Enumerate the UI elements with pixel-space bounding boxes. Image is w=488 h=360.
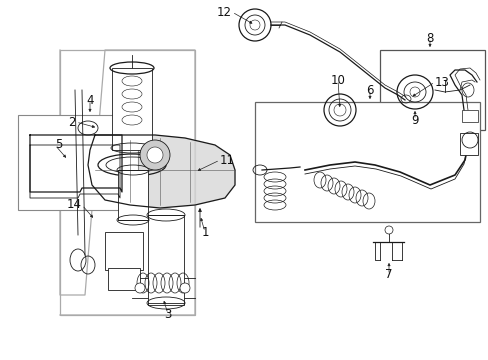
Bar	[254, 102, 479, 222]
Text: 8: 8	[426, 31, 433, 45]
Circle shape	[180, 283, 190, 293]
Bar	[105, 232, 142, 270]
Text: 13: 13	[434, 76, 449, 89]
Bar	[459, 133, 477, 155]
Polygon shape	[88, 135, 235, 208]
Text: 9: 9	[410, 113, 418, 126]
Bar	[118, 170, 148, 220]
Circle shape	[147, 147, 163, 163]
Text: 4: 4	[86, 94, 94, 107]
Bar	[108, 268, 140, 290]
Text: 5: 5	[55, 139, 62, 152]
Bar	[18, 115, 138, 210]
Text: 12: 12	[217, 5, 231, 18]
Text: 11: 11	[220, 153, 235, 166]
Bar	[112, 68, 152, 150]
Bar	[379, 50, 484, 130]
Bar	[60, 50, 195, 315]
Text: 7: 7	[385, 269, 392, 282]
Circle shape	[135, 283, 145, 293]
Text: 6: 6	[366, 84, 373, 96]
Bar	[148, 215, 183, 305]
Text: 2: 2	[68, 116, 76, 129]
Text: 1: 1	[201, 225, 208, 238]
Text: 10: 10	[330, 73, 345, 86]
Circle shape	[384, 226, 392, 234]
Text: 3: 3	[164, 307, 171, 320]
Bar	[461, 110, 477, 122]
Text: 14: 14	[67, 198, 82, 211]
Circle shape	[140, 140, 170, 170]
